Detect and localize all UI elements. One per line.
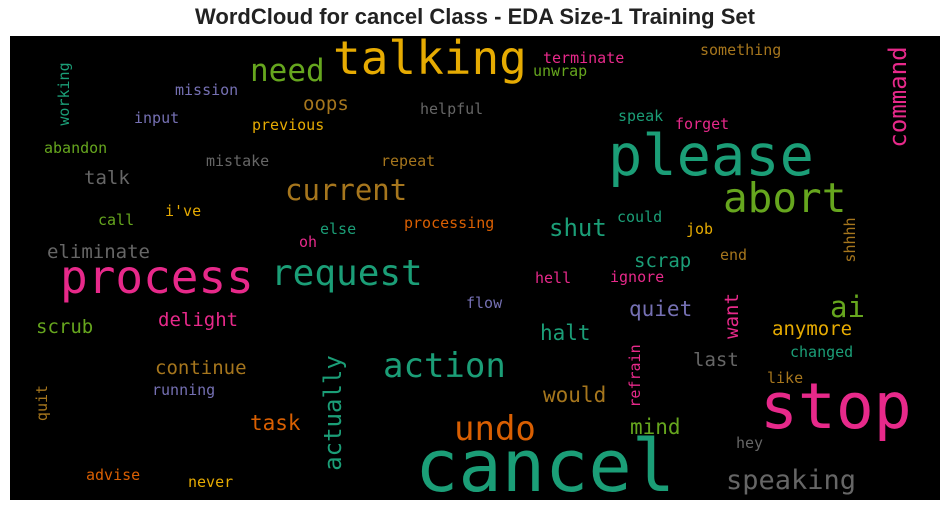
word-forget: forget bbox=[675, 115, 729, 133]
word-scrub: scrub bbox=[36, 316, 93, 338]
word-terminate: terminate bbox=[543, 49, 624, 67]
word-previous: previous bbox=[252, 116, 324, 134]
word-cloud-canvas: talking need command terminate unwrap somethi… bbox=[10, 36, 940, 500]
word-processing: processing bbox=[404, 214, 494, 232]
word-helpful: helpful bbox=[420, 100, 483, 118]
word-flow: flow bbox=[466, 294, 503, 312]
word-never: never bbox=[188, 473, 233, 491]
word-want: want bbox=[721, 293, 743, 339]
word-eliminate: eliminate bbox=[47, 241, 150, 263]
word-running: running bbox=[152, 381, 215, 399]
word-advise: advise bbox=[86, 466, 140, 484]
word-cancel: cancel bbox=[415, 424, 675, 500]
word-ai: ai bbox=[830, 290, 865, 324]
word-quiet: quiet bbox=[629, 297, 692, 321]
word-speak: speak bbox=[618, 107, 663, 125]
word-mind: mind bbox=[630, 415, 681, 439]
word-could: could bbox=[617, 208, 662, 226]
word-call: call bbox=[98, 211, 134, 229]
word-mission: mission bbox=[175, 81, 238, 99]
word-shhhh: shhhh bbox=[841, 217, 859, 262]
word-continue: continue bbox=[155, 357, 247, 379]
word-else: else bbox=[320, 220, 356, 238]
word-hell: hell bbox=[535, 269, 571, 287]
word-scrap: scrap bbox=[634, 250, 691, 272]
word-abandon: abandon bbox=[44, 139, 107, 157]
word-quit: quit bbox=[33, 385, 51, 421]
word-request: request bbox=[271, 253, 423, 294]
word-unwrap: unwrap bbox=[533, 62, 587, 80]
word-command: command bbox=[884, 46, 912, 147]
word-last: last bbox=[693, 349, 739, 371]
word-talk: talk bbox=[84, 167, 130, 189]
word-anymore: anymore bbox=[772, 318, 852, 340]
word-halt: halt bbox=[540, 321, 591, 345]
word-oh: oh bbox=[299, 233, 317, 251]
word-refrain: refrain bbox=[626, 344, 644, 407]
word-talking: talking bbox=[333, 36, 527, 85]
word-undo: undo bbox=[454, 409, 536, 449]
word-ignore: ignore bbox=[610, 268, 664, 286]
word-changed: changed bbox=[790, 343, 853, 361]
word-process: process bbox=[60, 250, 254, 304]
chart-title: WordCloud for cancel Class - EDA Size-1 … bbox=[195, 4, 755, 29]
word-task: task bbox=[250, 411, 301, 435]
word-input: input bbox=[134, 109, 179, 127]
word-shut: shut bbox=[549, 214, 607, 242]
word-mistake: mistake bbox=[206, 152, 269, 170]
word-actually: actually bbox=[319, 355, 347, 471]
word-delight: delight bbox=[158, 309, 238, 331]
word-hey: hey bbox=[736, 434, 763, 452]
word-would: would bbox=[543, 383, 606, 407]
word-end: end bbox=[720, 246, 747, 264]
word-abort: abort bbox=[723, 174, 846, 222]
word-working: working bbox=[55, 62, 73, 125]
word-oops: oops bbox=[303, 93, 349, 115]
word-ive: i've bbox=[165, 202, 201, 220]
word-something: something bbox=[700, 41, 781, 59]
word-repeat: repeat bbox=[381, 152, 435, 170]
word-speaking: speaking bbox=[726, 465, 856, 496]
word-need: need bbox=[250, 53, 325, 89]
word-please: please bbox=[608, 123, 814, 189]
word-job: job bbox=[686, 220, 713, 238]
word-action: action bbox=[383, 346, 506, 386]
word-like: like bbox=[767, 369, 803, 387]
word-current: current bbox=[285, 173, 407, 207]
word-stop: stop bbox=[760, 370, 912, 443]
